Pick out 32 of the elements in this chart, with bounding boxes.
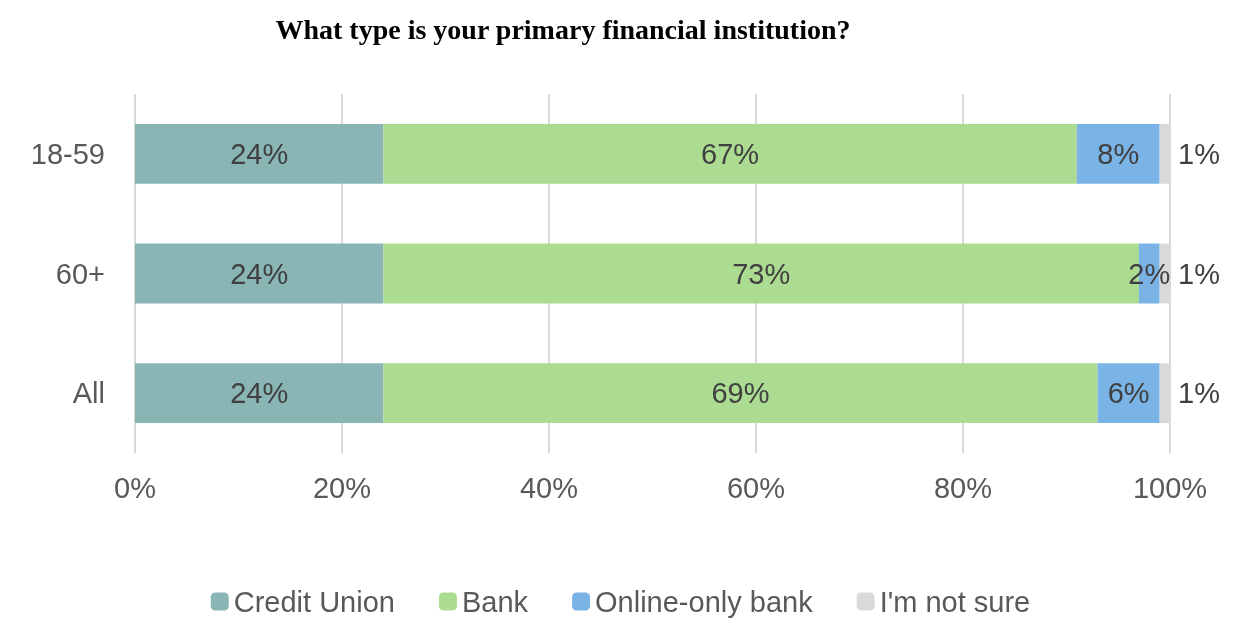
bar: [135, 363, 384, 424]
data-label: 8%: [1097, 137, 1140, 170]
bar: [383, 123, 1077, 184]
y-tick-label: 18-59: [30, 137, 105, 170]
legend-label: Bank: [461, 585, 529, 618]
x-tick-label: 80%: [933, 471, 993, 504]
data-label: 73%: [732, 257, 791, 290]
legend-label: I'm not sure: [879, 585, 1031, 618]
x-tick-label: 40%: [519, 471, 579, 504]
x-tick-label: 20%: [312, 471, 372, 504]
chart-title: What type is your primary financial institution?: [275, 13, 851, 45]
legend-label: Credit Union: [233, 585, 395, 618]
data-label: 24%: [230, 257, 289, 290]
x-tick-label: 0%: [114, 471, 156, 504]
y-tick-label: All: [72, 377, 105, 410]
bar: [135, 123, 384, 184]
data-label: 24%: [230, 137, 289, 170]
bar: [1076, 123, 1160, 184]
data-label: 1%: [1178, 137, 1220, 170]
data-label: 6%: [1107, 377, 1150, 410]
data-label: 2%: [1128, 257, 1171, 290]
data-label: 1%: [1178, 257, 1220, 290]
legend-label: Online-only bank: [595, 585, 814, 618]
bar: [135, 243, 384, 304]
data-label: 24%: [230, 377, 289, 410]
bar: [383, 363, 1098, 424]
data-label: 1%: [1178, 377, 1220, 410]
data-label: 67%: [701, 137, 760, 170]
x-tick-label: 60%: [726, 471, 786, 504]
y-tick-label: 60+: [55, 257, 105, 290]
data-label: 69%: [711, 377, 770, 410]
x-tick-label: 100%: [1132, 471, 1208, 504]
